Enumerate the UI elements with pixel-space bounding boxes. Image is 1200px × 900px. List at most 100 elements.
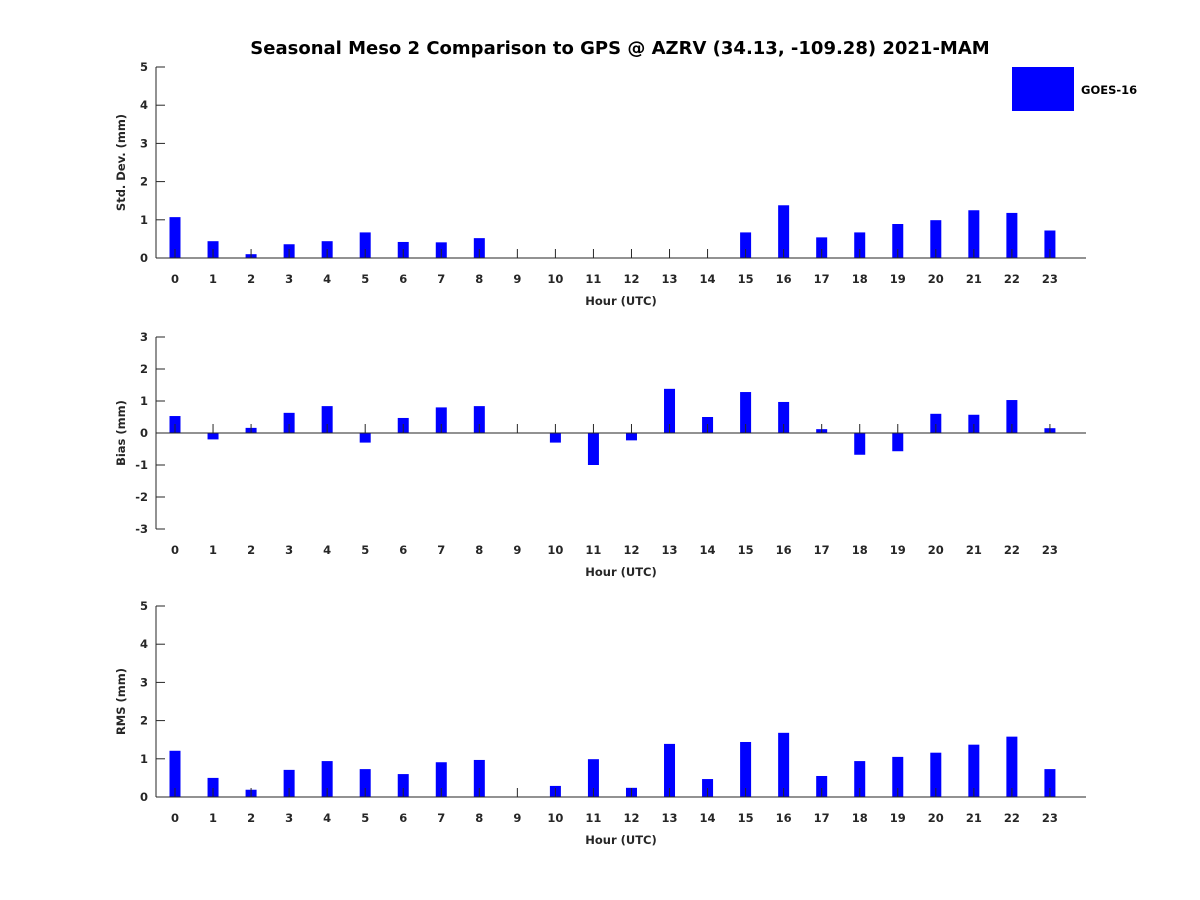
x-tick-label: 16 [776,811,792,825]
y-tick-label: 1 [140,752,148,766]
bar-15 [740,232,752,258]
x-tick-label: 16 [776,272,792,286]
bar-4 [321,406,333,433]
panel-1: 0 1 2 3 4 5 6 7 8 9 10 11 12 13 14 15 16 17 18 19 20 21 22 2301… [114,60,1086,308]
x-tick-label: 7 [437,272,445,286]
bar-22 [1006,400,1018,433]
x-tick-label: 3 [285,543,293,557]
x-tick-label: 0 [171,272,179,286]
y-axis-label: Std. Dev. (mm) [114,114,128,211]
y-tick-label: 1 [140,394,148,408]
chart-title: Seasonal Meso 2 Comparison to GPS @ AZRV… [250,38,989,59]
x-tick-label: 15 [738,543,754,557]
x-tick-label: 2 [247,272,255,286]
chart-legend: GOES-16 [1012,67,1137,111]
y-axis-label: RMS (mm) [114,668,128,735]
x-tick-label: 14 [700,811,716,825]
bar-18 [854,761,866,797]
x-tick-label: 2 [247,811,255,825]
y-tick-label: 3 [140,330,148,344]
bar-4 [321,761,333,797]
x-tick-label: 6 [399,811,407,825]
x-tick-label: 4 [323,543,331,557]
bar-23 [1044,230,1056,258]
bar-13 [664,388,676,433]
y-tick-label: 0 [140,426,148,440]
x-tick-label: 23 [1042,543,1058,557]
x-tick-label: 3 [285,272,293,286]
panel-2: 0 1 2 3 4 5 6 7 8 9 10 11 12 13 14 15 16 17 18 19 20 21 22 23-3… [114,330,1086,579]
x-tick-label: 6 [399,272,407,286]
bar-16 [778,205,790,258]
y-tick-label: -2 [135,490,148,504]
x-tick-label: 4 [323,811,331,825]
x-tick-label: 13 [662,272,678,286]
bar-11 [587,433,599,465]
bar-16 [778,401,790,433]
x-tick-label: 10 [547,543,563,557]
x-tick-label: 17 [814,543,830,557]
x-tick-label: 8 [475,272,483,286]
y-tick-label: 1 [140,213,148,227]
x-tick-label: 21 [966,543,982,557]
y-tick-label: 3 [140,136,148,150]
bar-5 [359,232,371,258]
x-tick-label: 8 [475,543,483,557]
bar-15 [740,741,752,797]
bar-18 [854,433,866,455]
y-tick-label: 4 [140,98,148,112]
y-tick-label: 5 [140,599,148,613]
x-tick-label: 7 [437,811,445,825]
y-axis-label: Bias (mm) [114,400,128,466]
y-tick-label: 2 [140,362,148,376]
bar-8 [473,406,485,433]
x-tick-label: 5 [361,272,369,286]
y-tick-label: 4 [140,637,148,651]
bar-7 [435,762,447,797]
bar-10 [549,433,561,443]
bar-22 [1006,736,1018,797]
x-axis-label: Hour (UTC) [585,565,657,579]
bar-16 [778,732,790,797]
bar-11 [587,759,599,797]
y-tick-label: 2 [140,175,148,189]
x-tick-label: 22 [1004,272,1020,286]
bar-21 [968,210,980,258]
bar-0 [169,750,181,797]
x-tick-label: 20 [928,543,944,557]
x-tick-label: 14 [700,543,716,557]
x-tick-label: 12 [623,543,639,557]
bar-12 [625,433,637,441]
y-tick-label: 5 [140,60,148,74]
bar-8 [473,759,485,797]
bar-7 [435,407,447,433]
x-tick-label: 17 [814,811,830,825]
x-tick-label: 12 [623,272,639,286]
bar-6 [397,774,409,797]
bar-5 [359,769,371,797]
panel-3: 0 1 2 3 4 5 6 7 8 9 10 11 12 13 14 15 16 17 18 19 20 21 22 2301… [114,599,1086,847]
bar-20 [930,220,942,258]
x-tick-label: 2 [247,543,255,557]
x-tick-label: 23 [1042,811,1058,825]
bar-19 [892,224,904,258]
x-tick-label: 18 [852,543,868,557]
x-tick-label: 21 [966,811,982,825]
legend-label: GOES-16 [1081,83,1137,97]
bar-20 [930,752,942,797]
x-tick-label: 9 [513,272,521,286]
x-tick-label: 20 [928,272,944,286]
bar-17 [816,237,828,258]
x-tick-label: 21 [966,272,982,286]
x-tick-label: 9 [513,811,521,825]
x-tick-label: 0 [171,811,179,825]
x-tick-label: 9 [513,543,521,557]
y-tick-label: -1 [135,458,148,472]
bar-3 [283,412,295,433]
x-tick-label: 13 [662,543,678,557]
bar-1 [207,777,219,797]
bar-21 [968,744,980,797]
x-axis-label: Hour (UTC) [585,833,657,847]
x-tick-label: 1 [209,272,217,286]
x-tick-label: 10 [547,272,563,286]
